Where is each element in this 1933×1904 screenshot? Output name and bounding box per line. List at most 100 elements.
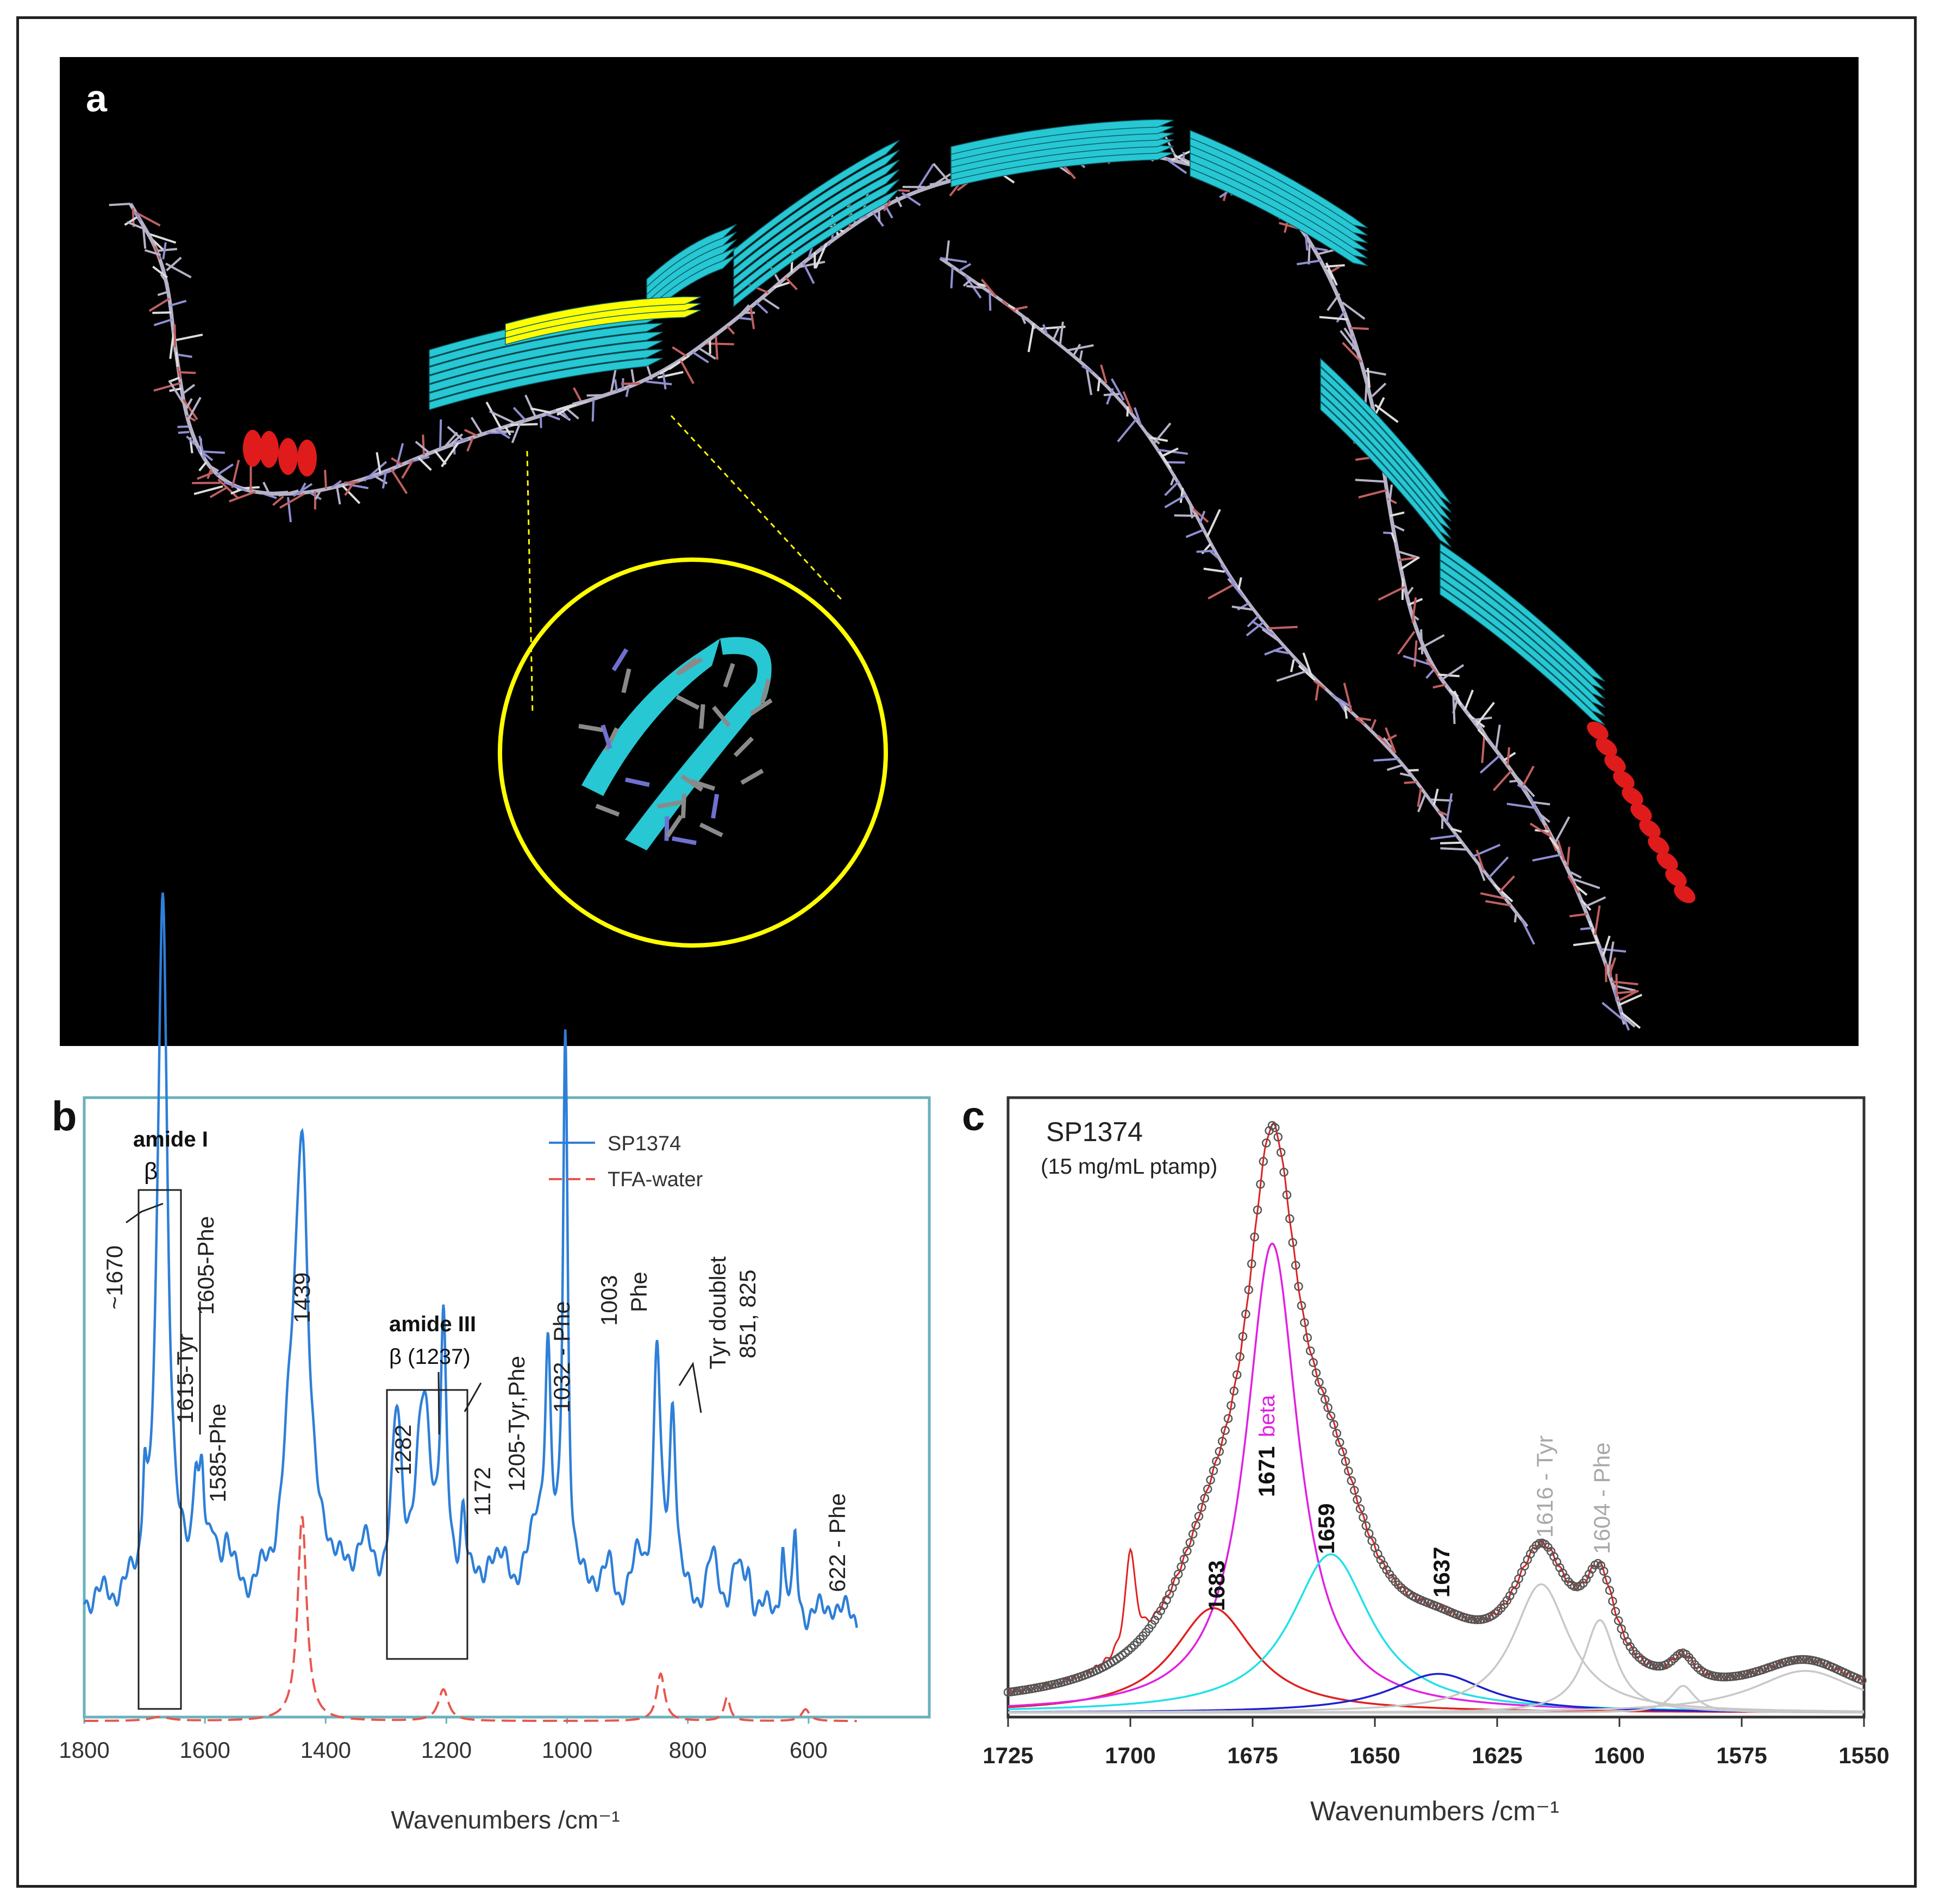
side-chain [1308, 241, 1311, 265]
fit-sum-point [1291, 1261, 1300, 1270]
side-chain [1203, 567, 1225, 573]
label-1671: 1671 [1254, 1446, 1279, 1497]
side-chain [175, 351, 179, 367]
fit-sum-point [1206, 1475, 1215, 1485]
fit-sum-point [1303, 1333, 1312, 1343]
side-chain [1246, 621, 1265, 637]
side-chain [1556, 840, 1566, 861]
side-chain [1533, 801, 1550, 806]
side-chain [1302, 652, 1313, 678]
annotation-amide-i: amide I [133, 1128, 208, 1151]
side-chain [223, 481, 247, 492]
fit-sum-point [1796, 1655, 1805, 1664]
fit-sum-point [1294, 1282, 1303, 1291]
side-chain [1403, 655, 1431, 666]
side-chain [1185, 529, 1204, 538]
side-chain [1358, 717, 1372, 722]
side-chain [1481, 735, 1486, 763]
side-chain [1410, 612, 1419, 621]
peak-annotations: amide I β ~1670 1615-Tyr 1605-Phe 1585-Phe 143… [102, 1128, 850, 1592]
side-chain [279, 492, 305, 509]
helix-turn [1656, 851, 1678, 871]
side-chain [962, 278, 972, 287]
side-chain [1548, 836, 1559, 850]
beta-strand [429, 340, 663, 393]
side-chain [1538, 813, 1550, 823]
side-chain [1304, 235, 1309, 250]
side-chain [182, 384, 196, 395]
beta-strand [1440, 586, 1605, 725]
side-chain [785, 277, 798, 291]
side-chain [441, 441, 460, 467]
beta-strand [1440, 568, 1605, 708]
side-chain [749, 308, 755, 329]
side-chain [1373, 757, 1400, 762]
side-chain [614, 379, 618, 392]
fit-sum-point [1359, 1513, 1368, 1522]
side-chain [1106, 388, 1114, 405]
x-tick-label-b: 800 [669, 1737, 707, 1763]
series-line-tfa-water [84, 1515, 857, 1723]
side-chain [1166, 461, 1185, 464]
side-chain [165, 262, 192, 279]
fit-sum-point [1212, 1456, 1221, 1466]
side-chain [217, 478, 240, 500]
fit-sum-point [1344, 1466, 1353, 1476]
fit-sum-point [1129, 1640, 1139, 1650]
side-chain [1375, 397, 1385, 414]
side-chain [1313, 247, 1328, 252]
side-chain [178, 371, 196, 374]
side-chain [1521, 919, 1535, 945]
label-1659: 1659 [1313, 1504, 1339, 1554]
helix-turn [1665, 868, 1687, 887]
amide-i-box [137, 1189, 182, 1710]
fit-sum-point [1631, 1650, 1641, 1659]
side-chain [898, 189, 910, 192]
side-chain [1199, 510, 1206, 523]
fit-sum-point [1241, 1310, 1250, 1319]
side-chain [422, 434, 425, 455]
component-curve-minor [1008, 1670, 1865, 1714]
structure-background [60, 57, 1859, 1046]
side-chain [1493, 884, 1513, 903]
fit-sum-point [1535, 1539, 1544, 1548]
label-1616: 1616 - Tyr [1532, 1436, 1557, 1538]
side-chain [1341, 301, 1366, 320]
fit-sum-point [1315, 1377, 1324, 1387]
side-chain [1573, 878, 1600, 890]
fit-sum-point [1558, 1568, 1567, 1578]
fit-sum-point [1215, 1447, 1224, 1456]
fit-sum-point [1502, 1596, 1512, 1605]
loop-backbone [939, 256, 1529, 928]
side-chain [197, 471, 214, 480]
zoom-side-chain [733, 736, 754, 757]
side-chain [1273, 649, 1289, 655]
fit-sum-point [1203, 1485, 1212, 1494]
plot-frame-b [83, 1096, 931, 1719]
side-chain [1019, 313, 1027, 324]
fit-sum-point [1338, 1447, 1347, 1456]
side-chain [739, 317, 753, 321]
panel-letter-c: c [962, 1093, 985, 1139]
helix-turn [1613, 770, 1635, 790]
beta-strand [1320, 366, 1452, 513]
side-chain [511, 421, 522, 443]
fit-sum-point [1006, 1687, 1016, 1696]
side-chain [1452, 699, 1459, 714]
side-chain [1488, 856, 1509, 879]
fit-sum-point [1347, 1476, 1356, 1486]
fit-sum-point [1247, 1259, 1256, 1269]
fit-sum-point [1669, 1654, 1679, 1663]
zoom-side-chain [740, 768, 764, 785]
fit-sum-point [1197, 1502, 1206, 1512]
fit-sum-point [1003, 1688, 1013, 1697]
fit-sum-point [1305, 1346, 1315, 1356]
fit-sum-point [1127, 1643, 1136, 1652]
fit-sum-point [1261, 1138, 1271, 1148]
fit-sum-point [1716, 1672, 1726, 1682]
side-chain [444, 431, 458, 448]
fit-sum-point [1793, 1655, 1802, 1664]
fit-sum-point [1349, 1486, 1359, 1495]
zoomed-hairpin [578, 637, 773, 850]
